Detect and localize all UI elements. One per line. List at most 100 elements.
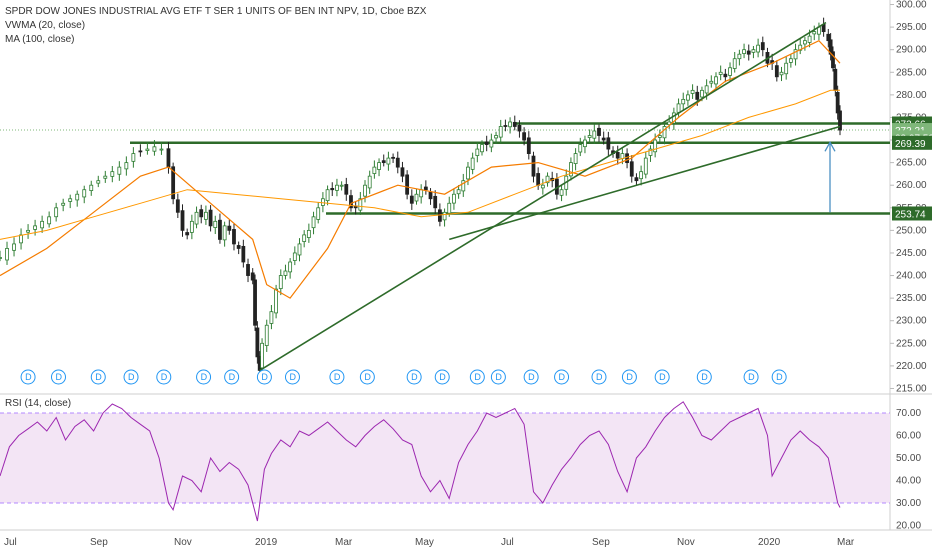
dividend-marker[interactable]: [90, 369, 106, 385]
candle-body: [278, 275, 283, 289]
candle-body: [433, 195, 438, 209]
dividend-marker[interactable]: [621, 369, 637, 385]
candle-body: [372, 166, 377, 174]
candle-body: [742, 49, 746, 54]
x-tick-label: Sep: [592, 537, 610, 548]
candle-body: [452, 193, 456, 204]
x-tick-label: Nov: [677, 537, 695, 548]
candle-body: [40, 220, 45, 229]
trendline[interactable]: [449, 125, 841, 241]
dividend-marker[interactable]: [359, 369, 375, 385]
dividend-marker-label: D: [411, 372, 418, 382]
dividend-marker-label: D: [161, 372, 168, 382]
x-tick-label: Jul: [4, 537, 17, 548]
dividend-marker[interactable]: [771, 369, 787, 385]
y-tick-label: 215.00: [896, 383, 927, 394]
candle-body: [718, 71, 723, 75]
candle-body: [536, 173, 541, 186]
candle-body: [484, 141, 489, 145]
dividend-marker[interactable]: [196, 369, 212, 385]
dividend-marker-label: D: [701, 372, 708, 382]
candle-body: [185, 232, 190, 236]
candle-body: [103, 175, 108, 179]
candle-body: [395, 157, 400, 168]
candle-body: [419, 189, 424, 198]
dividend-marker[interactable]: [20, 369, 36, 385]
candle-body: [653, 139, 658, 153]
x-tick-label: May: [415, 537, 434, 548]
dividend-marker[interactable]: [743, 369, 759, 385]
candle-body: [110, 171, 115, 177]
candle-body: [625, 153, 629, 164]
candle-body: [686, 94, 690, 101]
candle-body: [131, 153, 136, 162]
candle-body: [5, 248, 9, 261]
dividend-marker[interactable]: [434, 369, 450, 385]
dividend-marker-label: D: [559, 372, 566, 382]
rsi-line: [0, 401, 841, 522]
candle-body: [194, 211, 199, 225]
candle-body: [288, 261, 293, 273]
dividend-marker[interactable]: [523, 369, 539, 385]
candle-body: [456, 189, 461, 195]
dividend-marker[interactable]: [50, 369, 66, 385]
dividend-marker[interactable]: [654, 369, 670, 385]
candle-body: [306, 229, 311, 238]
x-tick-label: 2020: [758, 537, 781, 548]
candle-body: [728, 67, 732, 76]
candle-body: [145, 148, 150, 151]
dividend-marker[interactable]: [490, 369, 506, 385]
x-tick-label: Nov: [174, 537, 192, 548]
dividend-marker-label: D: [334, 372, 341, 382]
candle-body: [526, 137, 531, 154]
candle-body: [269, 311, 274, 324]
candle-body: [634, 177, 639, 182]
dividend-marker[interactable]: [284, 369, 300, 385]
dividend-marker[interactable]: [256, 369, 272, 385]
candle-body: [241, 245, 246, 263]
y-tick-label: 220.00: [896, 361, 927, 372]
dividend-marker[interactable]: [224, 369, 240, 385]
dividend-marker[interactable]: [329, 369, 345, 385]
candle-body: [578, 144, 583, 153]
candle-body: [807, 35, 812, 43]
candle-body: [218, 219, 222, 240]
candle-body: [414, 193, 419, 202]
dividend-marker[interactable]: [554, 369, 570, 385]
dividend-marker[interactable]: [469, 369, 485, 385]
dividend-marker[interactable]: [156, 369, 172, 385]
candle-body: [494, 135, 498, 139]
dividend-marker-label: D: [659, 372, 666, 382]
dividend-marker[interactable]: [591, 369, 607, 385]
y-tick-label: 265.00: [896, 158, 927, 169]
dividend-marker-label: D: [201, 372, 208, 382]
rsi-tick-label: 30.00: [896, 498, 921, 509]
dividend-marker[interactable]: [123, 369, 139, 385]
candle-body: [826, 33, 831, 42]
x-tick-label: Sep: [90, 537, 108, 548]
candle-body: [704, 85, 709, 94]
candle-body: [587, 135, 592, 138]
y-tick-label: 260.00: [896, 180, 927, 191]
dividend-marker[interactable]: [406, 369, 422, 385]
candle-body: [405, 174, 410, 195]
candle-body: [400, 167, 405, 177]
candle-body: [124, 162, 129, 170]
dividend-marker-label: D: [776, 372, 783, 382]
candle-body: [498, 126, 503, 138]
chart-title: SPDR DOW JONES INDUSTRIAL AVG ETF T SER …: [5, 6, 427, 17]
y-tick-label: 300.00: [896, 0, 927, 11]
candle-body: [138, 150, 143, 153]
dividend-marker[interactable]: [696, 369, 712, 385]
candle-body: [54, 207, 59, 218]
candle-body: [838, 110, 842, 131]
candle-body: [559, 189, 564, 196]
candle-body: [75, 193, 80, 201]
dividend-marker-label: D: [748, 372, 755, 382]
candle-body: [512, 121, 517, 127]
indicator-legend: MA (100, close): [5, 34, 74, 45]
candle-body: [311, 216, 316, 229]
candle-body: [302, 234, 307, 242]
trendline[interactable]: [259, 21, 827, 372]
